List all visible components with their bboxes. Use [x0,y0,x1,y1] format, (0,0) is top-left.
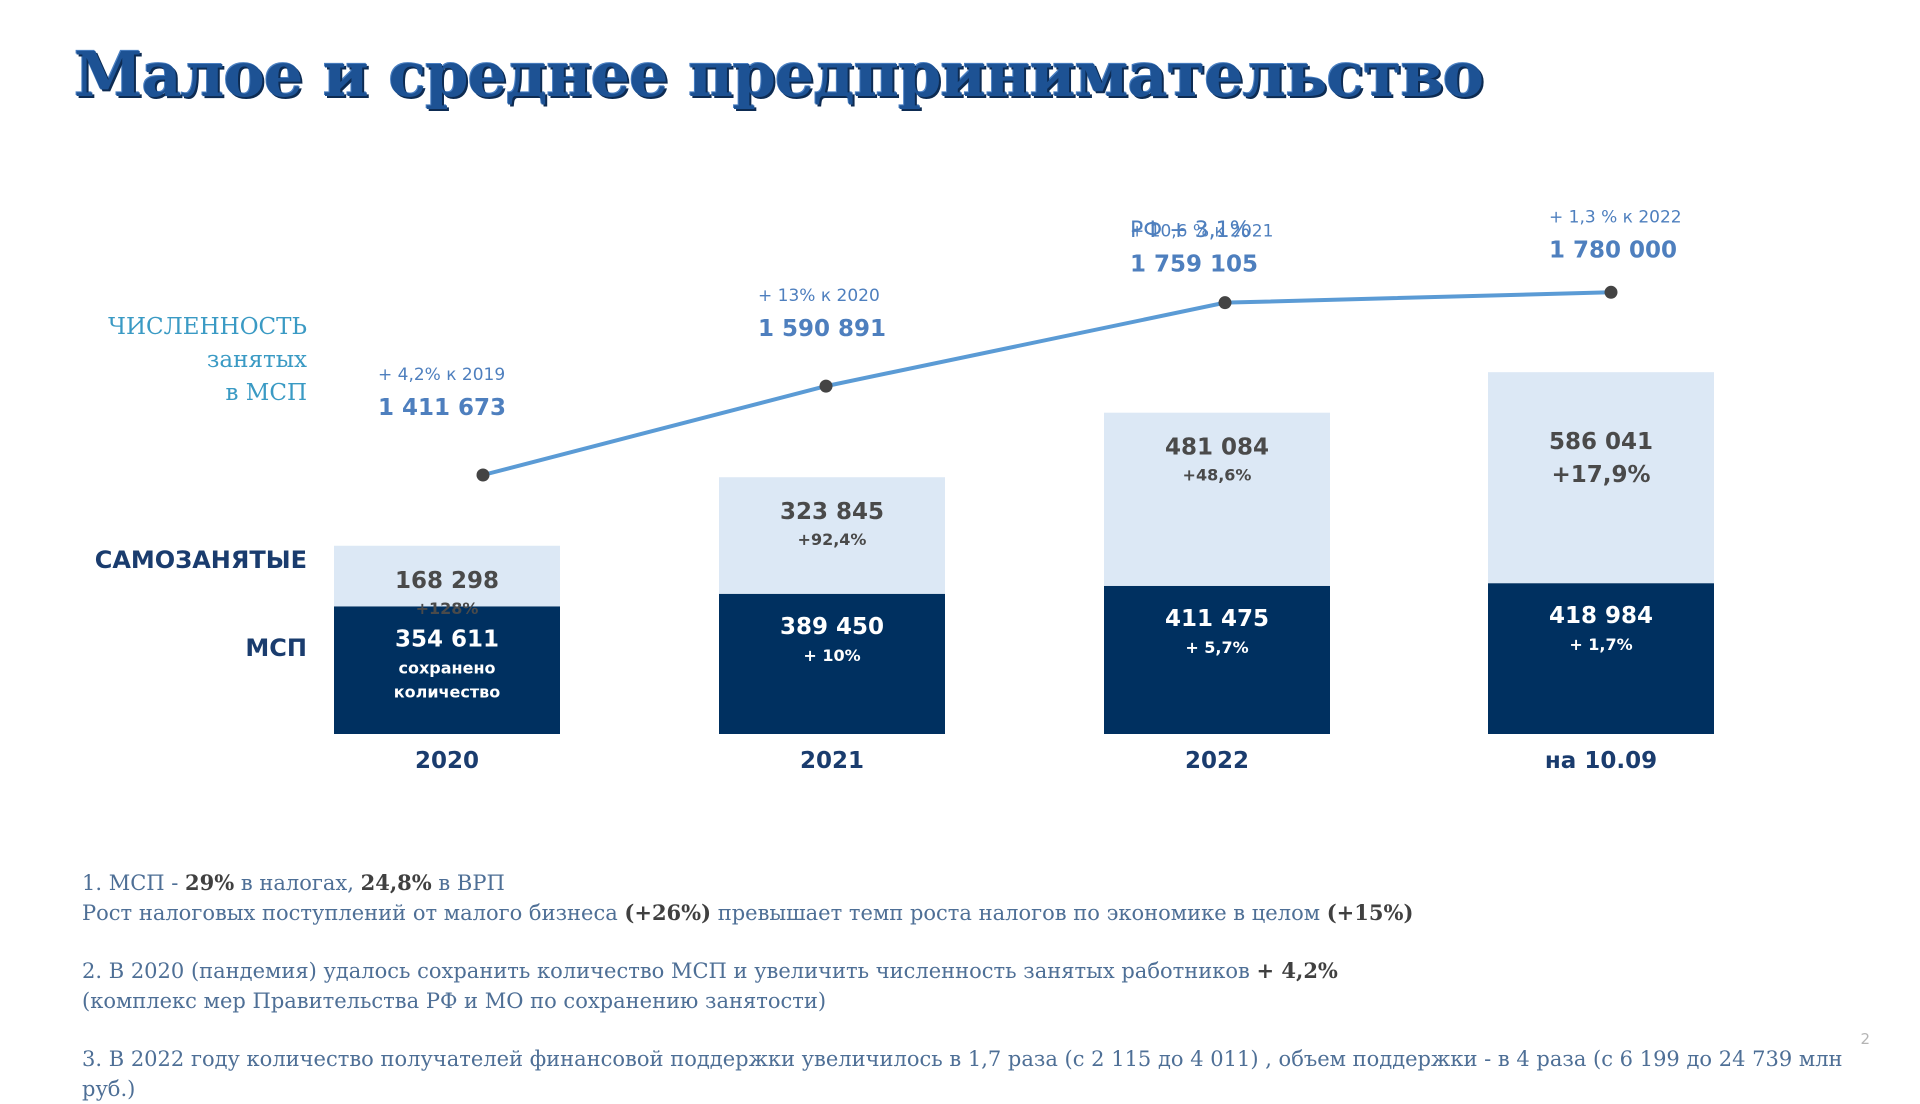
bar-self-employed-change-label: +17,9% [1551,462,1650,488]
employment-line [482,290,1612,477]
employment-point [1218,296,1232,310]
footnote-highlight: (+15%) [1326,900,1414,925]
bar-self-employed-change-label: +92,4% [798,530,867,549]
bar-self-employed-value-label: 586 041 [1549,429,1653,455]
footnote-highlight: + 4,2% [1256,958,1338,983]
bar-self-employed [719,477,945,594]
x-tick-label: 2022 [1185,748,1249,774]
footnote-line: 1. МСП - 29% в налогах, 24,8% в ВРП [82,868,1882,898]
legend-employment-line: в МСП [226,380,307,406]
bar-msp-value-label: 354 611 [395,626,499,652]
footnote-highlight: (+26%) [624,900,712,925]
employment-value-label: 1 411 673 [378,395,506,421]
bar-self-employed-value-label: 481 084 [1165,435,1269,461]
x-tick-label: 2021 [800,748,864,774]
employment-value-label: 1 780 000 [1549,237,1677,263]
bar-msp-value-label: 389 450 [780,614,884,640]
employment-change-label: + 1,3 % к 2022 [1549,207,1682,227]
bar-msp-change-label: сохранено [399,658,496,677]
bar-msp [334,606,560,734]
footnote-highlight: 24,8% [360,870,432,895]
page-title: Малое и среднее предпринимательство [74,38,1484,111]
bar-self-employed [334,545,560,607]
employment-value-label: 1 759 105 [1130,252,1258,278]
employment-point [819,379,833,393]
footnote-text: 3. В 2022 году количество получателей фи… [82,1047,1843,1101]
footnote-text: (комплекс мер Правительства РФ и МО по с… [82,989,827,1013]
bar-self-employed-value-label: 168 298 [395,568,499,594]
footnote-highlight: 29% [185,870,235,895]
employment-point [476,468,490,482]
bar-msp [1488,583,1714,734]
bar-msp-value-label: 418 984 [1549,603,1653,629]
footnote-gap [82,1016,1882,1044]
footnote-text: Рост налоговых поступлений от малого биз… [82,901,625,925]
bar-self-employed [1488,372,1714,584]
footnote-line: 3. В 2022 году количество получателей фи… [82,1044,1882,1104]
legend-msp: МСП [245,634,307,662]
legend-self-employed: САМОЗАНЯТЫЕ [95,546,307,574]
bar-msp-change-label: количество [394,682,501,701]
bar-msp-change-label: + 1,7% [1569,635,1632,654]
bar-self-employed-change-label: +128% [416,599,479,618]
rf-growth-annotation: РФ + 3,1% [1130,218,1251,243]
employment-change-label: + 4,2% к 2019 [378,365,505,385]
footnote-line: (комплекс мер Правительства РФ и МО по с… [82,986,1882,1016]
footnotes: 1. МСП - 29% в налогах, 24,8% в ВРП Рост … [82,868,1882,1104]
employment-value-label: 1 590 891 [758,316,886,342]
footnote-gap [82,928,1882,956]
footnote-text: в налогах, [234,871,361,895]
x-tick-label: 2020 [415,748,479,774]
footnote-line: Рост налоговых поступлений от малого биз… [82,898,1882,928]
footnote-text: превышает темп роста налогов по экономик… [711,901,1327,925]
bar-msp [1104,585,1330,734]
bar-msp-change-label: + 5,7% [1185,638,1248,657]
footnote-text: в ВРП [431,871,505,895]
footnote-line: 2. В 2020 (пандемия) удалось сохранить к… [82,956,1882,986]
employment-point [1604,285,1618,299]
legend-employment-line: занятых [207,347,307,373]
legend-employment-line: ЧИСЛЕННОСТЬ [108,314,307,340]
bar-msp-change-label: + 10% [803,646,860,665]
footnote-text: 1. МСП - [82,871,186,895]
bar-self-employed-change-label: +48,6% [1183,466,1252,485]
x-tick-label: на 10.09 [1545,748,1657,774]
bar-self-employed-value-label: 323 845 [780,499,884,525]
bar-self-employed [1104,412,1330,586]
employment-stacked-bar-chart: 354 611 сохранено количество 168 298 +128% 20… [95,207,1714,774]
footnote-text: 2. В 2020 (пандемия) удалось сохранить к… [82,959,1257,983]
employment-change-label: + 10,6 % к 2021 [1130,222,1273,242]
employment-change-label: + 13% к 2020 [758,286,880,306]
bar-msp-value-label: 411 475 [1165,606,1269,632]
page-number: 2 [1860,1030,1870,1048]
bar-msp [719,593,945,734]
